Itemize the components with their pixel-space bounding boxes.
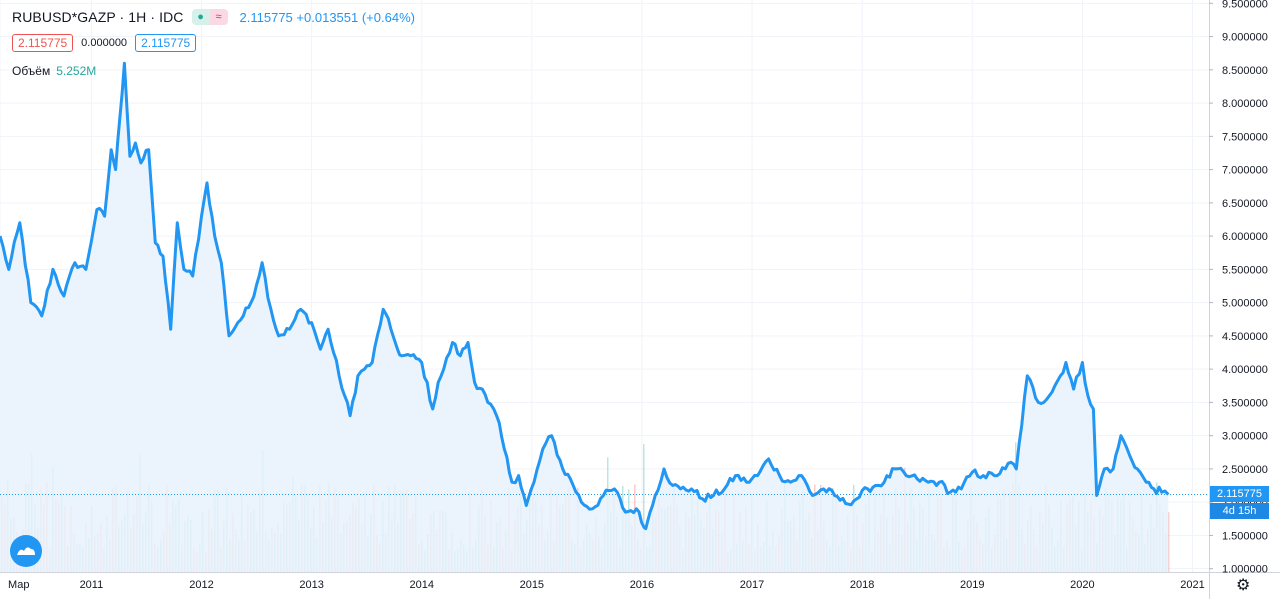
chart-legend: RUBUSD*GAZP · 1H · IDC ● ≈ 2.115775 +0.0… xyxy=(12,7,415,81)
time-tick-label: 2011 xyxy=(80,579,104,591)
spread-value: 0.000000 xyxy=(81,37,128,49)
price-tick-label: 1.500000 xyxy=(1222,530,1268,542)
price-tick-label: 1.000000 xyxy=(1222,564,1268,576)
price-tick-label: 6.000000 xyxy=(1222,231,1268,243)
time-tick-label: Мар xyxy=(8,579,30,591)
time-tick-label: 2013 xyxy=(299,579,323,591)
legend-change-value: +0.013551 (+0.64%) xyxy=(296,9,415,25)
price-tick-label: 4.000000 xyxy=(1222,364,1268,376)
price-axis: 9.500000 9.000000 8.500000 8.000000 7.500000… xyxy=(1209,0,1268,576)
buy-button[interactable]: 2.115775 xyxy=(135,34,197,52)
tradingview-logo-icon[interactable] xyxy=(10,535,42,567)
time-tick-label: 2017 xyxy=(740,579,764,591)
approx-icon[interactable]: ≈ xyxy=(209,9,228,25)
time-tick-label: 2020 xyxy=(1070,579,1094,591)
countdown-tag: 4d 15h xyxy=(1210,503,1269,520)
last-price-tag: 2.115775 xyxy=(1210,486,1269,503)
price-tick-label: 7.000000 xyxy=(1222,165,1268,177)
time-tick-label: 2015 xyxy=(520,579,544,591)
price-tick-label: 5.000000 xyxy=(1222,298,1268,310)
time-axis: Мар 2011 2012 2013 2014 2015 2016 2017 2018 2019 2… xyxy=(8,579,1205,591)
volume-bar xyxy=(1168,512,1170,572)
gear-icon[interactable]: ⚙ xyxy=(1236,577,1251,594)
dot-icon[interactable]: ● xyxy=(191,9,210,25)
time-tick-label: 2016 xyxy=(630,579,654,591)
price-tick-label: 9.000000 xyxy=(1222,32,1268,44)
legend-last-price: 2.115775 +0.013551 (+0.64%) xyxy=(240,10,415,25)
price-tick-label: 4.500000 xyxy=(1222,331,1268,343)
price-tick-label: 7.500000 xyxy=(1222,131,1268,143)
price-tick-label: 8.000000 xyxy=(1222,98,1268,110)
price-tick-label: 5.500000 xyxy=(1222,264,1268,276)
volume-label: Объём xyxy=(12,64,51,78)
symbol-title[interactable]: RUBUSD*GAZP · 1H · IDC xyxy=(12,9,184,25)
time-tick-label: 2021 xyxy=(1180,579,1204,591)
time-tick-label: 2014 xyxy=(409,579,433,591)
time-tick-label: 2019 xyxy=(960,579,984,591)
price-tick-label: 3.500000 xyxy=(1222,397,1268,409)
sell-button[interactable]: 2.115775 xyxy=(12,34,74,52)
legend-price-value: 2.115775 xyxy=(239,9,293,25)
time-tick-label: 2018 xyxy=(850,579,874,591)
volume-bar xyxy=(643,444,645,572)
price-line xyxy=(0,61,1170,531)
price-tick-label: 8.500000 xyxy=(1222,65,1268,77)
time-tick-label: 2012 xyxy=(189,579,213,591)
price-tick-label: 9.500000 xyxy=(1222,0,1268,10)
price-area xyxy=(0,63,1169,572)
price-tick-label: 3.000000 xyxy=(1222,431,1268,443)
volume-value: 5.252M xyxy=(56,64,97,78)
price-tick-label: 6.500000 xyxy=(1222,198,1268,210)
legend-buttons[interactable]: ● ≈ xyxy=(191,9,228,25)
price-tick-label: 2.500000 xyxy=(1222,464,1268,476)
